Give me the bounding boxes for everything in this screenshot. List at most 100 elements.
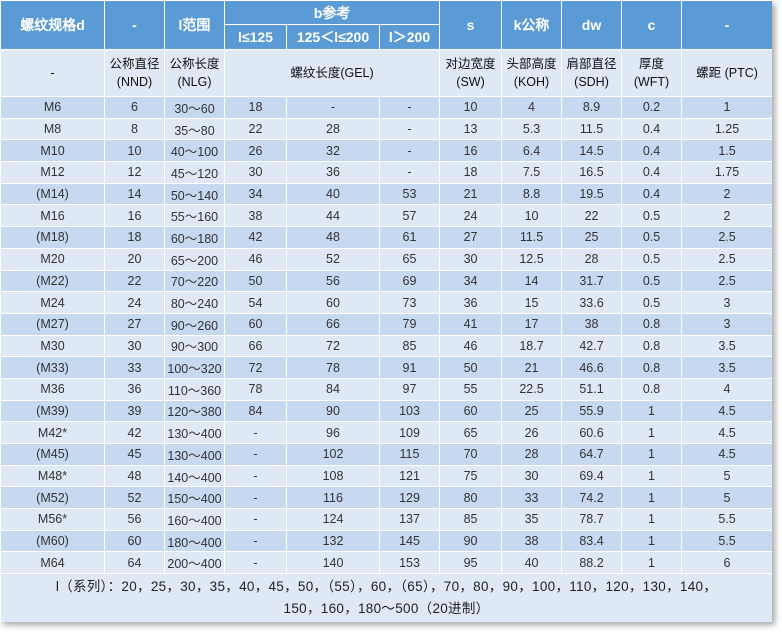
table-cell: 145 <box>378 529 441 553</box>
table-cell: 13 <box>439 117 503 141</box>
table-cell: 78 <box>224 377 287 401</box>
table-cell: 64 <box>104 551 165 575</box>
table-cell: 18 <box>439 161 503 184</box>
table-cell: - <box>224 464 287 488</box>
table-cell: 102 <box>286 443 380 466</box>
table-cell: 140 <box>286 551 380 575</box>
table-cell: 1 <box>621 486 683 510</box>
table-cell: 79 <box>378 312 441 336</box>
table-cell: 12.5 <box>501 247 563 271</box>
table-cell: (M52) <box>0 486 105 510</box>
table-cell: 61 <box>378 226 441 249</box>
table-cell: 48 <box>286 226 380 249</box>
table-cell: 0.5 <box>621 204 683 228</box>
table-cell: M8 <box>0 117 105 141</box>
table-cell: 5 <box>681 486 772 510</box>
table-cell: 24 <box>439 204 503 228</box>
table-cell: 15 <box>501 291 563 314</box>
table-cell: 4 <box>681 377 772 401</box>
table-cell: 66 <box>224 334 287 358</box>
table-cell: 57 <box>378 204 441 228</box>
table-cell: 25 <box>561 226 623 249</box>
table-cell: 46.6 <box>561 356 623 379</box>
table-cell: 160～400 <box>164 508 225 531</box>
table-cell: 10 <box>104 139 165 163</box>
table-cell: 36 <box>439 291 503 314</box>
header-dash: - <box>104 0 165 50</box>
table-cell: 24 <box>104 291 165 314</box>
table-cell: 18 <box>104 226 165 249</box>
table-cell: M24 <box>0 291 105 314</box>
table-cell: 1 <box>621 551 683 575</box>
table-cell: - <box>224 508 287 531</box>
table-row: M48* 48 140～400-108 121 75 30 69.4 1 5 <box>0 464 772 488</box>
table-cell: 42 <box>104 421 165 444</box>
table-cell: - <box>224 443 287 466</box>
table-cell: 4.5 <box>681 443 772 466</box>
sub-thickness: 厚度 (WFT) <box>621 49 683 97</box>
table-cell: M6 <box>0 96 105 119</box>
table-cell: 2 <box>681 182 772 206</box>
table-cell: (M18) <box>0 226 105 249</box>
table-cell: 74.2 <box>561 486 623 510</box>
table-cell: 56 <box>286 269 380 293</box>
table-cell: (M27) <box>0 312 105 336</box>
table-cell: - <box>378 161 441 184</box>
table-cell: 137 <box>378 508 441 531</box>
header-k: k公称 <box>501 0 563 50</box>
table-cell: 11.5 <box>561 117 623 141</box>
table-cell: 1 <box>621 399 683 423</box>
table-cell: 52 <box>104 486 165 510</box>
table-cell: 73 <box>378 291 441 314</box>
table-cell: 16 <box>439 139 503 163</box>
sub-nominal-diameter: 公称直径 (NND) <box>104 49 165 97</box>
table-row: (M60) 60 180～400-132 145 90 38 83.4 1 5.5 <box>0 529 772 553</box>
spec-table-frame: 螺纹规格d - l范围 b参考 s k公称 dw c - l≤125 125＜l… <box>0 0 772 622</box>
table-cell: 27 <box>439 226 503 249</box>
table-cell: 5 <box>681 464 772 488</box>
table-cell: M56* <box>0 508 105 531</box>
table-cell: 121 <box>378 464 441 488</box>
table-cell: 25 <box>501 399 563 423</box>
table-cell: - <box>378 139 441 163</box>
table-cell: 1.25 <box>681 117 772 141</box>
table-cell: 80 <box>439 486 503 510</box>
table-cell: 1 <box>621 443 683 466</box>
sub-pitch: 螺距 (PTC) <box>681 49 772 97</box>
table-row: (M52) 52 150～400-116 129 80 33 74.2 1 5 <box>0 486 772 510</box>
table-cell: 95 <box>439 551 503 575</box>
table-cell: 7.5 <box>501 161 563 184</box>
table-cell: 66 <box>286 312 380 336</box>
table-cell: 19.5 <box>561 182 623 206</box>
table-cell: 78 <box>286 356 380 379</box>
table-cell: (M22) <box>0 269 105 293</box>
table-cell: 129 <box>378 486 441 510</box>
table-cell: 70～220 <box>164 269 225 293</box>
table-cell: 0.5 <box>621 291 683 314</box>
table-cell: 51.1 <box>561 377 623 401</box>
header-b-reference: b参考 <box>223 0 441 25</box>
table-cell: 33.6 <box>561 291 623 314</box>
table-cell: 84 <box>224 399 287 423</box>
table-cell: 20 <box>104 247 165 271</box>
table-cell: 48 <box>104 464 165 488</box>
table-cell: 90 <box>286 399 380 423</box>
table-cell: 0.4 <box>621 139 683 163</box>
table-cell: 30～60 <box>164 96 225 119</box>
table-cell: 45～120 <box>164 161 225 184</box>
table-cell: 36 <box>286 161 380 184</box>
sub-width-across-flats: 对边宽度 (SW) <box>439 49 503 97</box>
table-cell: 72 <box>286 334 380 358</box>
table-cell: 52 <box>286 247 380 271</box>
table-row: M20 20 65～200 46 52 65 30 12.5 28 0.5 2.5 <box>0 247 772 271</box>
table-cell: 41 <box>439 312 503 336</box>
table-row: (M14) 14 50～140 34 40 53 21 8.8 19.5 0.4 2 <box>0 182 772 206</box>
table-cell: 80～240 <box>164 291 225 314</box>
table-row: (M33) 33 100～320 72 78 91 50 21 46.6 0.8 3.5 <box>0 356 772 379</box>
header-dw: dw <box>561 0 623 50</box>
sub-dash: - <box>0 49 105 97</box>
table-cell: 2.5 <box>681 269 772 293</box>
table-cell: 22 <box>224 117 287 141</box>
table-cell: 124 <box>286 508 380 531</box>
table-cell: 4.5 <box>681 421 772 444</box>
